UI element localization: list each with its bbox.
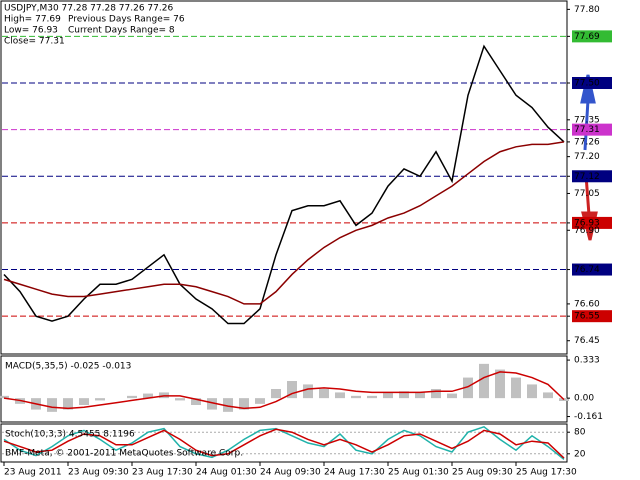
y-tick-label: 76.90 <box>574 226 600 236</box>
macd-bar <box>303 384 313 399</box>
macd-bar <box>239 398 249 410</box>
x-tick-label: 25 Aug 01:30 <box>388 468 449 478</box>
macd-bar <box>431 389 441 399</box>
y-tick-label: 77.12 <box>574 172 600 182</box>
y-tick-label: 76.60 <box>574 299 600 309</box>
macd-bar <box>367 395 377 399</box>
macd-bar <box>79 398 89 405</box>
x-tick-label: 23 Aug 2011 <box>4 468 62 478</box>
tick-highlight <box>572 123 612 136</box>
series-line <box>3 141 565 305</box>
macd-bar <box>351 395 361 399</box>
series-line <box>3 428 565 459</box>
macd-bar <box>47 398 57 412</box>
macd-bar <box>175 398 185 401</box>
y-tick-label: 77.69 <box>574 32 600 42</box>
macd-bar <box>95 398 105 401</box>
y-tick-label: 76.74 <box>574 265 600 275</box>
y-tick-label: 76.93 <box>574 218 600 228</box>
y-tick-label: 20 <box>574 449 586 459</box>
macd-bar <box>255 398 265 404</box>
header-high: High= 77.69 <box>4 15 61 25</box>
macd-bar <box>271 389 281 399</box>
macd-bar <box>415 392 425 399</box>
y-tick-label: 0.333 <box>574 356 600 366</box>
y-tick-label: 76.55 <box>574 312 600 322</box>
tick-highlight <box>572 77 612 89</box>
y-tick-label: 77.05 <box>574 189 600 199</box>
tick-highlight <box>572 30 612 43</box>
y-tick-label: 77.31 <box>574 125 600 135</box>
watermark: BMF-Meta, © 2001-2011 MetaQuotes Softwar… <box>5 449 243 459</box>
tick-highlight <box>572 216 612 229</box>
x-tick-label: 25 Aug 17:30 <box>516 468 577 478</box>
series-line <box>3 371 565 410</box>
macd-bar <box>527 384 537 399</box>
macd-bar <box>495 369 505 399</box>
header-cur-range: Current Days Range= 8 <box>68 26 175 36</box>
macd-bar <box>463 377 473 399</box>
macd-panel <box>0 355 568 423</box>
macd-bar <box>0 395 9 399</box>
y-tick-label: 77.80 <box>574 5 600 15</box>
x-tick-label: 23 Aug 09:30 <box>68 468 129 478</box>
macd-bar <box>447 393 457 399</box>
macd-bar <box>383 392 393 399</box>
tick-highlight <box>572 263 612 276</box>
price-panel <box>0 0 568 355</box>
header-prev-range: Previous Days Range= 76 <box>68 15 185 25</box>
macd-title: MACD(5,35,5) -0.025 -0.013 <box>5 362 131 372</box>
macd-bar <box>335 392 345 399</box>
y-tick-label: -0.161 <box>574 412 603 422</box>
series-line <box>3 44 565 325</box>
macd-bar <box>127 395 137 399</box>
stoch-title: Stoch(10,3,3) 4.5455 8.1196 <box>5 430 135 440</box>
macd-bar <box>543 392 553 399</box>
series-line <box>3 425 565 460</box>
macd-bar <box>287 381 297 399</box>
x-tick-label: 24 Aug 17:30 <box>324 468 385 478</box>
macd-bar <box>399 391 409 399</box>
macd-bar <box>223 398 233 412</box>
header-symbol: USDJPY,M30 77.28 77.28 77.26 77.26 <box>4 4 173 14</box>
macd-bar <box>511 377 521 399</box>
x-tick-label: 24 Aug 09:30 <box>260 468 321 478</box>
header-close: Close= 77.31 <box>4 37 65 47</box>
y-tick-label: 77.20 <box>574 152 600 162</box>
y-tick-label: 77.50 <box>574 79 600 89</box>
y-tick-label: 80 <box>574 428 586 438</box>
macd-bar <box>319 389 329 399</box>
y-tick-label: 77.35 <box>574 115 600 125</box>
macd-bar <box>143 393 153 399</box>
tick-highlight <box>572 310 612 323</box>
macd-bar <box>191 398 201 405</box>
y-tick-label: 0.00 <box>574 394 594 404</box>
header-low: Low= 76.93 <box>4 26 58 36</box>
macd-bar <box>207 398 217 410</box>
macd-bar <box>63 398 73 410</box>
macd-bar <box>479 363 489 399</box>
x-tick-label: 24 Aug 01:30 <box>196 468 257 478</box>
stoch-panel <box>0 423 568 463</box>
tick-highlight <box>572 170 612 183</box>
y-tick-label: 77.26 <box>574 137 600 147</box>
y-tick-label: 76.45 <box>574 336 600 346</box>
x-tick-label: 23 Aug 17:30 <box>132 468 193 478</box>
x-tick-label: 25 Aug 09:30 <box>452 468 513 478</box>
